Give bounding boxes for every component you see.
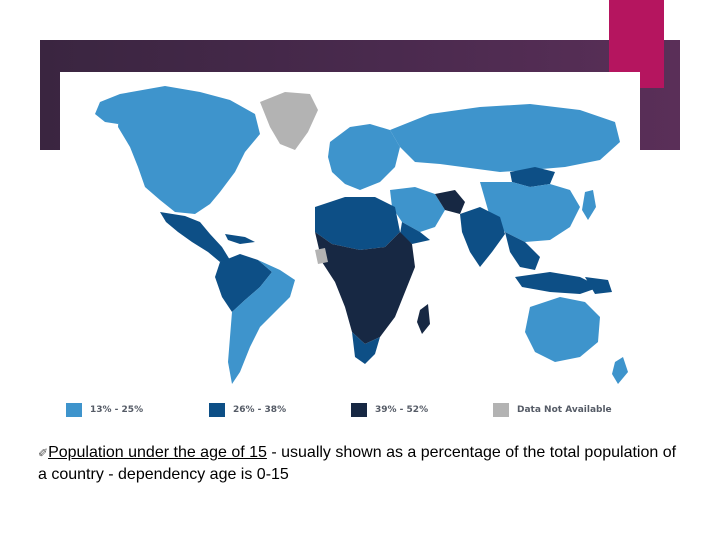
- legend-swatch: [66, 403, 82, 417]
- legend-label: 39% - 52%: [375, 405, 429, 415]
- world-map-panel: 13% - 25% 26% - 38% 39% - 52% Data Not A…: [60, 72, 640, 422]
- region-mexico: [160, 212, 230, 262]
- region-southeast-asia: [505, 232, 540, 270]
- region-north-africa: [315, 197, 400, 250]
- world-map: [95, 86, 628, 384]
- legend-item-13-25: 13% - 25%: [66, 402, 143, 418]
- region-madagascar: [417, 304, 430, 334]
- region-greenland: [260, 92, 318, 150]
- region-middle-east: [390, 187, 445, 232]
- region-southern-africa: [352, 332, 380, 364]
- legend-swatch: [493, 403, 509, 417]
- caption-underlined-prefix: Population under the age of 15: [48, 444, 267, 461]
- legend-label: 13% - 25%: [90, 405, 144, 415]
- legend-label: Data Not Available: [517, 405, 612, 415]
- caption: ✐Population under the age of 15 - usuall…: [38, 442, 678, 485]
- legend-item-26-38: 26% - 38%: [209, 402, 286, 418]
- pencil-icon: ✐: [38, 446, 49, 460]
- region-afghanistan-pakistan: [435, 190, 465, 214]
- region-south-america-north: [215, 254, 272, 312]
- region-papua-new-guinea: [585, 277, 612, 294]
- region-yemen-iraq: [400, 222, 430, 244]
- legend-swatch: [209, 403, 225, 417]
- region-western-sahara: [315, 248, 328, 264]
- region-europe: [328, 124, 400, 190]
- region-south-america-south: [228, 260, 295, 384]
- region-north-america: [118, 86, 260, 214]
- caption-text: - usually shown as a percentage of the t…: [38, 444, 677, 483]
- region-australia: [525, 297, 600, 362]
- region-japan: [582, 190, 596, 220]
- legend-label: 26% - 38%: [233, 405, 287, 415]
- region-india: [460, 207, 505, 267]
- legend-item-no-data: Data Not Available: [493, 402, 612, 418]
- region-indonesia: [515, 272, 600, 294]
- region-new-zealand: [612, 357, 628, 384]
- region-mongolia: [510, 167, 555, 187]
- region-caribbean: [225, 234, 255, 244]
- region-east-asia: [480, 182, 580, 242]
- region-russia: [390, 104, 620, 172]
- legend-swatch: [351, 403, 367, 417]
- region-alaska: [95, 94, 126, 124]
- legend-item-39-52: 39% - 52%: [351, 402, 428, 418]
- map-legend: 13% - 25% 26% - 38% 39% - 52% Data Not A…: [66, 402, 636, 420]
- region-sub-saharan-africa: [315, 232, 415, 344]
